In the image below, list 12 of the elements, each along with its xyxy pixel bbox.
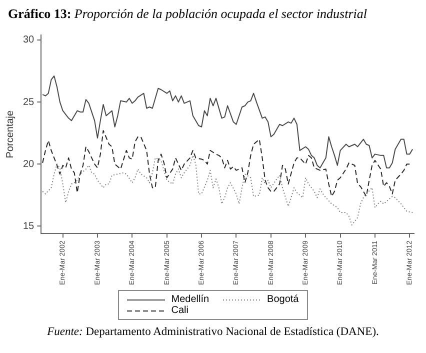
legend-label: Cali: [171, 305, 188, 316]
y-tick-label: 15: [23, 220, 35, 232]
y-axis-title: Porcentaje: [4, 110, 16, 158]
y-tick-label: 25: [23, 96, 35, 108]
y-tick-label: 30: [23, 34, 35, 46]
legend-label: Bogotá: [267, 294, 299, 305]
source-note: Fuente: Departamento Administrativo Nacional de Estadística (DANE).: [47, 326, 379, 338]
y-tick-label: 20: [23, 158, 35, 170]
line-series: [42, 154, 414, 226]
line-series: [42, 130, 410, 197]
chart-title: Gráfico 13: Proporción de la población ocupada el sector industrial: [8, 6, 368, 21]
legend-label: Medellín: [171, 294, 210, 305]
